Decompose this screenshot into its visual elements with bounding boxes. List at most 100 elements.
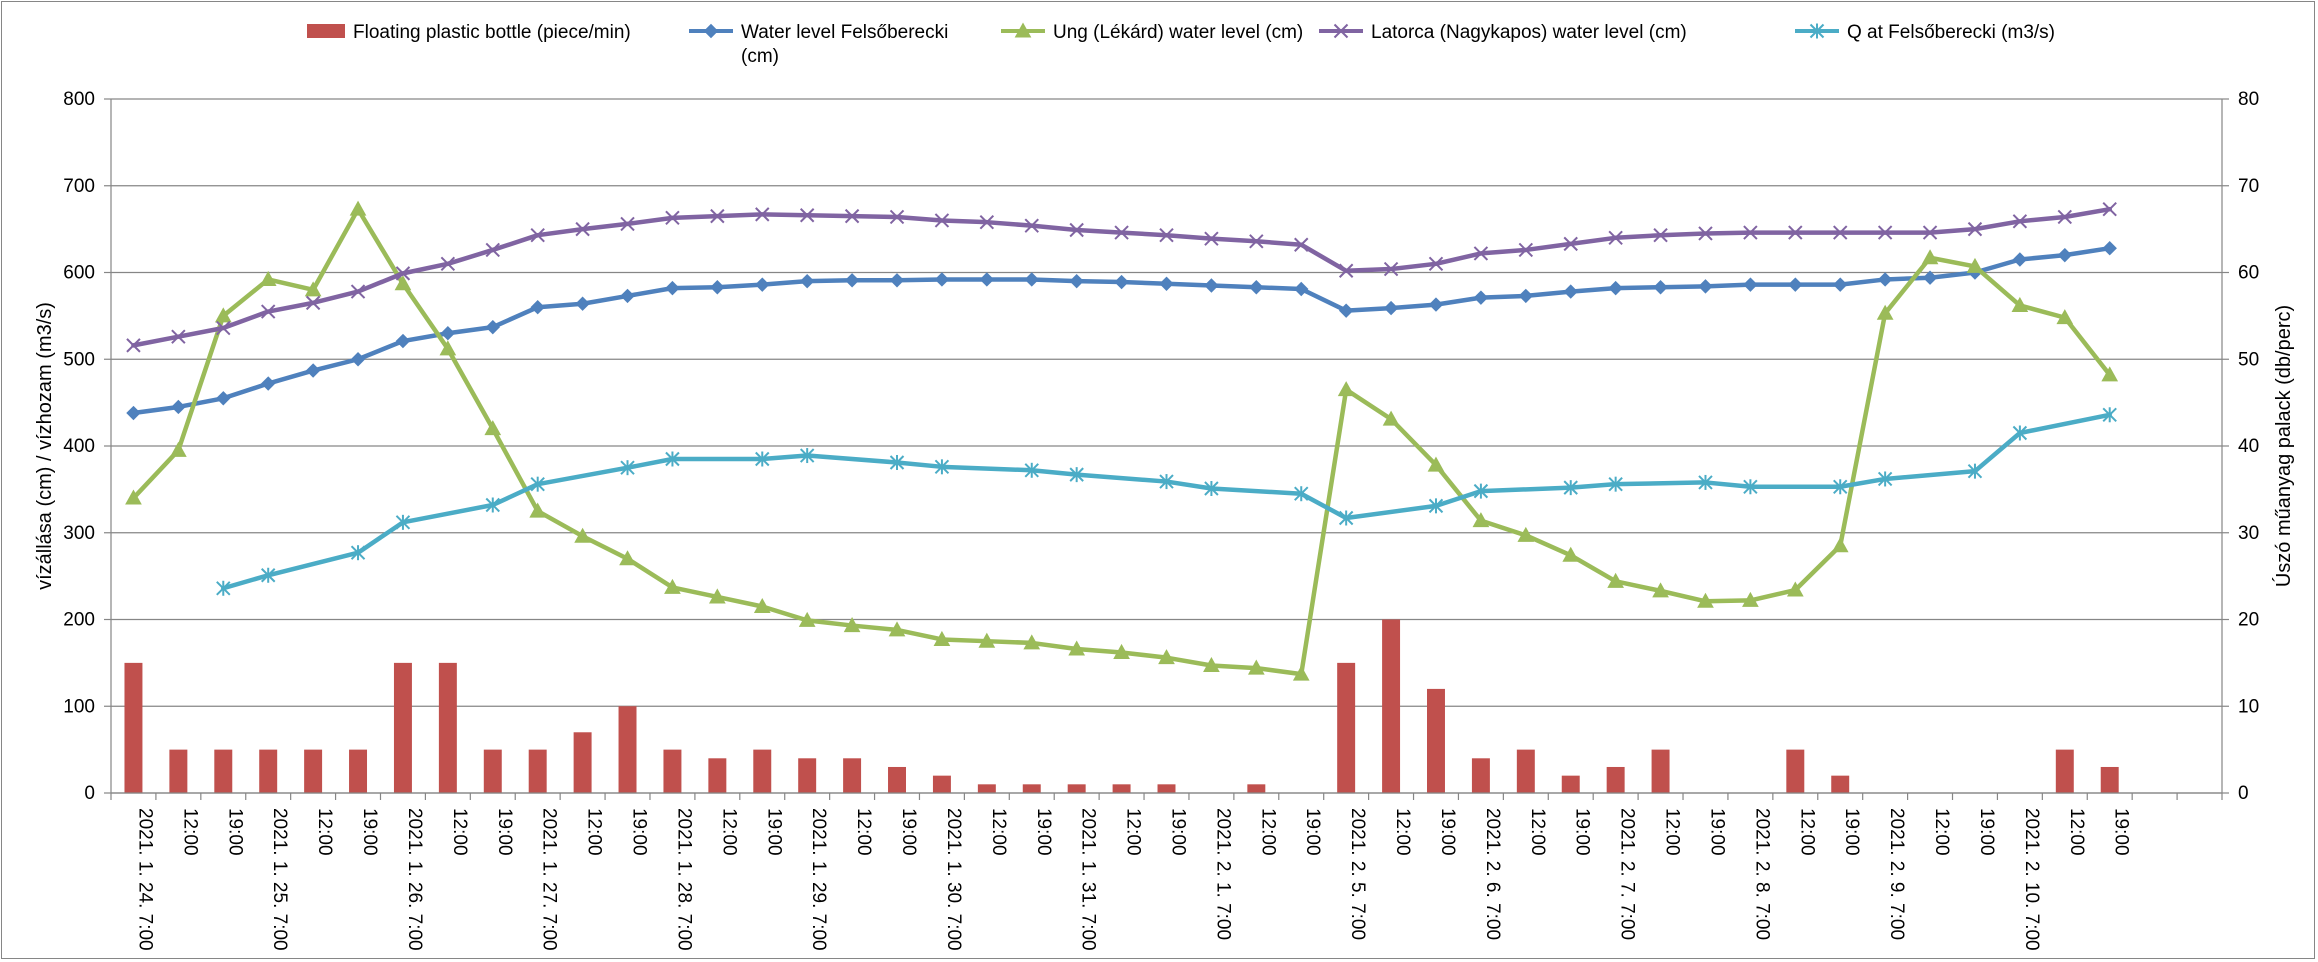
bar <box>977 784 996 793</box>
data-point-triangle <box>1966 257 1984 273</box>
data-point-x <box>395 266 411 281</box>
y-left-tick-label: 600 <box>63 263 95 284</box>
data-point-asterisk <box>1159 474 1174 490</box>
bar-series <box>124 619 2119 793</box>
x-tick-label: 12:00 <box>314 808 335 856</box>
series-line <box>221 412 2112 591</box>
bar <box>618 706 637 793</box>
data-point-x <box>2012 214 2028 229</box>
legend-item: Water level Felsőberecki (cm) <box>689 22 948 67</box>
data-point-triangle <box>1023 634 1041 650</box>
x-tick-label: 19:00 <box>1976 808 1997 856</box>
legend-label: Floating plastic bottle (piece/min) <box>353 22 631 43</box>
data-point-diamond <box>305 363 321 378</box>
legend-item: Floating plastic bottle (piece/min) <box>307 22 631 43</box>
y-right-tick-label: 70 <box>2238 176 2259 197</box>
data-point-x <box>979 214 995 230</box>
y-left-tick-label: 700 <box>63 176 95 197</box>
x-tick-label: 2021. 1. 29. 7:00 <box>808 808 829 951</box>
data-point-asterisk <box>2012 425 2028 441</box>
data-point-asterisk <box>395 514 411 530</box>
data-point-triangle <box>978 632 996 648</box>
data-point-triangle <box>1831 537 1849 553</box>
y-left-tick-label: 400 <box>63 436 95 457</box>
legend-label: Ung (Lékárd) water level (cm) <box>1053 22 1303 43</box>
x-tick-label: 2021. 1. 24. 7:00 <box>134 808 155 951</box>
y-right-tick-label: 40 <box>2238 436 2259 457</box>
data-point-triangle <box>170 441 187 457</box>
data-point-x <box>1877 225 1893 240</box>
data-point-x <box>934 213 950 228</box>
data-point-x <box>1833 225 1848 240</box>
legend-item: Latorca (Nagykapos) water level (cm) <box>1319 22 1687 43</box>
data-point-x <box>1249 234 1264 249</box>
series-4 <box>216 407 2117 596</box>
data-point-asterisk <box>260 567 276 583</box>
bar <box>349 749 368 793</box>
x-tick-label: 12:00 <box>988 808 1009 856</box>
data-point-x <box>440 256 456 272</box>
data-point-diamond <box>1473 290 1489 305</box>
data-point-diamond <box>2057 247 2073 263</box>
data-point-x <box>216 320 231 336</box>
data-point-diamond <box>1518 288 1534 304</box>
x-tick-label: 12:00 <box>584 808 605 856</box>
x-tick-label: 12:00 <box>1527 808 1548 856</box>
data-point-diamond <box>1249 280 1264 295</box>
data-point-x <box>260 304 276 319</box>
x-tick-label: 19:00 <box>898 808 919 856</box>
data-point-x <box>1024 218 1039 233</box>
data-point-triangle <box>1876 304 1894 320</box>
x-tick-label: 12:00 <box>1662 808 1683 856</box>
x-tick-label: 19:00 <box>1302 808 1323 856</box>
data-point-triangle <box>843 617 861 633</box>
x-tick-label: 12:00 <box>1796 808 1817 856</box>
data-point-asterisk <box>755 451 770 467</box>
x-tick-label: 2021. 1. 26. 7:00 <box>404 808 425 951</box>
data-point-triangle <box>2056 309 2074 325</box>
data-point-x <box>1159 227 1174 243</box>
x-tick-label: 2021. 1. 27. 7:00 <box>539 808 560 951</box>
data-point-x <box>755 207 770 222</box>
bar <box>1427 688 1445 793</box>
data-point-asterisk <box>1743 479 1758 495</box>
grid-lines <box>111 98 2222 794</box>
x-tick-label: 2021. 1. 28. 7:00 <box>673 808 694 951</box>
data-point-diamond <box>844 273 860 288</box>
data-point-asterisk <box>1877 471 1893 487</box>
data-point-diamond <box>1788 277 1803 292</box>
data-point-triangle <box>933 630 951 646</box>
data-point-triangle <box>484 420 502 436</box>
data-point-x <box>171 329 186 344</box>
data-point-x <box>485 242 500 258</box>
data-point-x <box>1922 225 1938 240</box>
data-point-diamond <box>126 405 141 421</box>
data-point-asterisk <box>1563 480 1578 496</box>
data-point-x <box>2057 209 2073 225</box>
data-point-x <box>1114 225 1129 240</box>
data-point-x <box>126 338 141 353</box>
data-point-x <box>1653 227 1668 243</box>
data-point-diamond <box>979 272 995 287</box>
x-tick-label: 2021. 2. 8. 7:00 <box>1751 808 1772 940</box>
legend-swatch <box>307 24 345 38</box>
data-point-diamond <box>1877 272 1893 287</box>
x-tick-label: 19:00 <box>763 808 784 856</box>
data-point-triangle <box>1427 456 1445 472</box>
line-series <box>125 200 2119 681</box>
data-point-diamond <box>703 23 719 39</box>
data-point-triangle <box>664 578 681 594</box>
y-left-tick-label: 200 <box>63 610 95 631</box>
data-point-triangle <box>1562 546 1580 562</box>
data-point-triangle <box>1014 22 1032 38</box>
data-point-x <box>799 208 815 223</box>
y-left-tick-label: 500 <box>63 349 95 370</box>
x-tick-label: 19:00 <box>1437 808 1458 856</box>
bar <box>483 749 502 793</box>
x-tick-label: 2021. 1. 31. 7:00 <box>1078 808 1099 951</box>
data-point-asterisk <box>485 497 500 513</box>
data-point-triangle <box>1247 659 1265 675</box>
data-point-triangle <box>798 611 816 627</box>
y-left-tick-label: 100 <box>63 696 95 717</box>
